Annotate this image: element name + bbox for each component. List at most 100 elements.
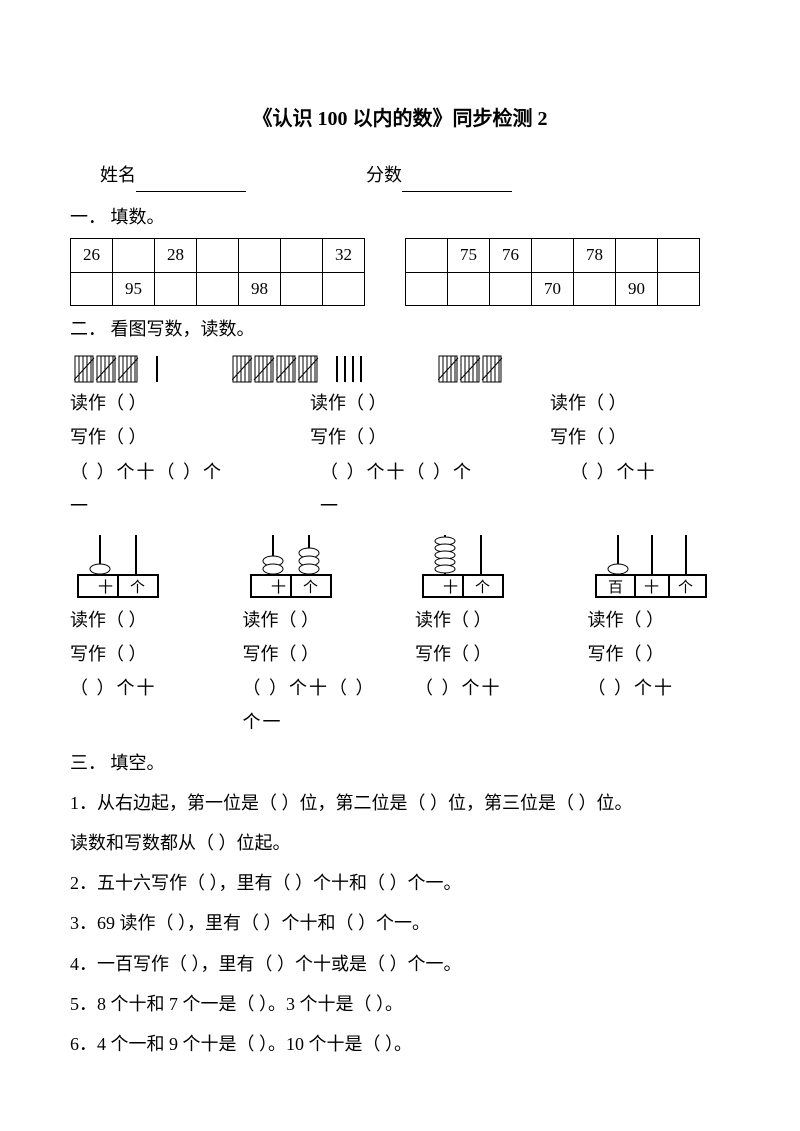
write-label: 写作（ ） (588, 637, 731, 671)
write-label: 写作（ ） (70, 420, 230, 454)
section-3-body: 1．从右边起，第一位是（ ）位，第二位是（ ）位，第三位是（ ）位。 读数和写数… (70, 786, 730, 1061)
abacus-icon: 十个 (243, 533, 386, 603)
comp-label: （ ）个十 (415, 671, 558, 705)
cell: 98 (239, 272, 281, 305)
cell: 70 (532, 272, 574, 305)
comp-label: （ ）个十 (570, 455, 730, 523)
tables-row: 26 28 32 95 98 75 76 (70, 238, 730, 306)
q3: 3．69 读作（ ），里有（ ）个十和（ ）个一。 (70, 906, 730, 940)
cell (574, 272, 616, 305)
name-underline (136, 172, 246, 192)
cell: 90 (616, 272, 658, 305)
name-label: 姓名 (100, 165, 136, 185)
abacus-icon: 十个 (70, 533, 213, 603)
cell (197, 272, 239, 305)
abacus-icon: 十个 (415, 533, 558, 603)
table-row: 26 28 32 (71, 239, 365, 272)
cell (406, 239, 448, 272)
table-row: 95 98 (71, 272, 365, 305)
svg-text:个: 个 (303, 579, 318, 596)
svg-text:个: 个 (678, 579, 693, 596)
q4: 4．一百写作（ ），里有（ ）个十或是（ ）个一。 (70, 947, 730, 981)
write-label: 写作（ ） (243, 637, 386, 671)
cell (406, 272, 448, 305)
abacus-item: 十个 读作（ ） 写作（ ） （ ）个十 (70, 533, 213, 740)
cell (197, 239, 239, 272)
write-label: 写作（ ） (415, 637, 558, 671)
abacus-item: 十个 读作（ ） 写作（ ） （ ）个十 (415, 533, 558, 740)
tally-icon (438, 354, 508, 384)
read-label: 读作（ ） (310, 386, 470, 420)
comp-label: （ ）个十（ ）个一 (320, 455, 490, 523)
read-label: 读作（ ） (550, 386, 710, 420)
read-label: 读作（ ） (70, 603, 213, 637)
comp-label: （ ）个十（ ）个一 (243, 671, 386, 739)
read-label: 读作（ ） (588, 603, 731, 637)
table-2: 75 76 78 70 90 (405, 238, 700, 306)
q1a: 1．从右边起，第一位是（ ）位，第二位是（ ）位，第三位是（ ）位。 (70, 786, 730, 820)
q1b: 读数和写数都从（ ）位起。 (70, 826, 730, 860)
section-2-label: 二． 看图写数，读数。 (70, 312, 730, 346)
cell (239, 239, 281, 272)
read-row: 读作（ ） 读作（ ） 读作（ ） (70, 386, 730, 420)
cell: 32 (323, 239, 365, 272)
section-3-label: 三． 填空。 (70, 746, 730, 780)
cell (448, 272, 490, 305)
cell (155, 272, 197, 305)
abacus-item: 百 十 个 读作（ ） 写作（ ） （ ）个十 (588, 533, 731, 740)
page-title: 《认识 100 以内的数》同步检测 2 (70, 100, 730, 138)
header-line: 姓名 分数 (70, 158, 730, 192)
cell: 26 (71, 239, 113, 272)
comp-label: （ ）个十（ ）个一 (70, 455, 240, 523)
read-label: 读作（ ） (243, 603, 386, 637)
section-1-label: 一． 填数。 (70, 200, 730, 234)
tally-icon (74, 354, 162, 384)
svg-text:十: 十 (443, 579, 458, 596)
comp-label: （ ）个十 (588, 671, 731, 705)
read-label: 读作（ ） (415, 603, 558, 637)
svg-text:十: 十 (98, 579, 113, 596)
svg-text:个: 个 (475, 579, 490, 596)
cell (658, 239, 700, 272)
cell: 76 (490, 239, 532, 272)
name-field: 姓名 (100, 158, 246, 192)
write-label: 写作（ ） (70, 637, 213, 671)
cell (281, 272, 323, 305)
cell (532, 239, 574, 272)
table-1: 26 28 32 95 98 (70, 238, 365, 306)
tally-icon (232, 354, 368, 384)
svg-text:十: 十 (644, 579, 659, 596)
q2: 2．五十六写作（ ），里有（ ）个十和（ ）个一。 (70, 866, 730, 900)
cell (71, 272, 113, 305)
abacus-item: 十个 读作（ ） 写作（ ） （ ）个十（ ）个一 (243, 533, 386, 740)
score-label: 分数 (366, 165, 402, 185)
cell (323, 272, 365, 305)
svg-text:个: 个 (130, 579, 145, 596)
tally-row (70, 354, 730, 384)
cell (490, 272, 532, 305)
cell: 75 (448, 239, 490, 272)
write-row: 写作（ ） 写作（ ） 写作（ ） (70, 420, 730, 454)
worksheet-page: 《认识 100 以内的数》同步检测 2 姓名 分数 一． 填数。 26 28 3… (0, 0, 800, 1107)
cell (113, 239, 155, 272)
cell (281, 239, 323, 272)
q6: 6．4 个一和 9 个十是（ ）。10 个十是（ ）。 (70, 1027, 730, 1061)
score-underline (402, 172, 512, 192)
table-row: 70 90 (406, 272, 700, 305)
comp-row: （ ）个十（ ）个一 （ ）个十（ ）个一 （ ）个十 (70, 455, 730, 523)
abacus-row: 十个 读作（ ） 写作（ ） （ ）个十 (70, 533, 730, 740)
svg-text:十: 十 (271, 579, 286, 596)
cell: 28 (155, 239, 197, 272)
read-label: 读作（ ） (70, 386, 230, 420)
comp-label: （ ）个十 (70, 671, 213, 705)
q5: 5．8 个十和 7 个一是（ ）。3 个十是（ ）。 (70, 987, 730, 1021)
abacus-icon: 百十个 (588, 533, 731, 603)
cell: 78 (574, 239, 616, 272)
score-field: 分数 (366, 158, 512, 192)
cell (616, 239, 658, 272)
write-label: 写作（ ） (310, 420, 470, 454)
svg-text:百: 百 (608, 580, 623, 596)
cell: 95 (113, 272, 155, 305)
write-label: 写作（ ） (550, 420, 710, 454)
cell (658, 272, 700, 305)
